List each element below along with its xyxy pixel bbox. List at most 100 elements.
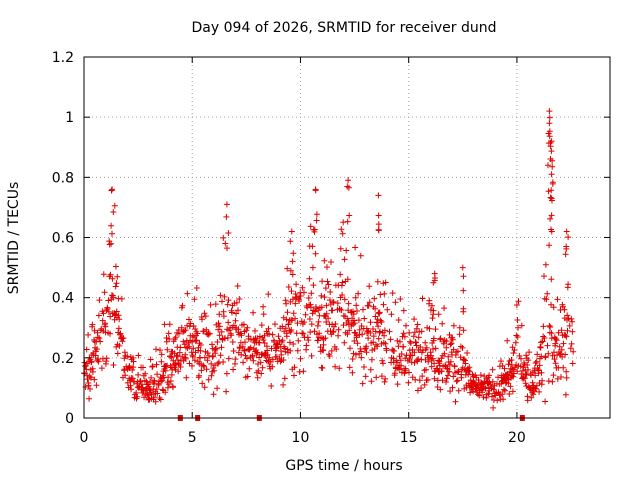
data-point xyxy=(186,343,193,350)
data-point xyxy=(184,290,191,297)
data-point xyxy=(288,288,295,295)
data-point xyxy=(529,379,536,386)
data-point xyxy=(569,360,576,367)
data-point xyxy=(275,333,282,340)
data-point xyxy=(189,338,196,345)
data-point xyxy=(419,373,426,380)
data-point xyxy=(335,332,342,339)
data-point xyxy=(329,329,336,336)
data-point xyxy=(526,349,533,356)
data-point xyxy=(341,296,348,303)
data-point xyxy=(333,346,340,353)
data-point xyxy=(265,291,272,298)
data-point xyxy=(192,326,199,332)
data-point xyxy=(284,265,291,272)
data-point xyxy=(266,354,273,361)
data-point xyxy=(219,298,225,305)
data-point xyxy=(547,215,554,222)
data-point xyxy=(443,379,449,385)
data-point xyxy=(288,228,295,235)
data-point xyxy=(216,311,223,318)
data-point xyxy=(181,341,188,348)
data-point xyxy=(361,364,367,370)
data-point xyxy=(489,366,496,373)
data-point xyxy=(134,393,141,400)
data-point xyxy=(228,332,235,339)
data-point xyxy=(343,247,350,254)
data-point xyxy=(554,375,561,382)
data-point xyxy=(547,194,554,201)
data-point xyxy=(424,376,431,383)
data-point xyxy=(112,311,119,318)
x-tick-label: 15 xyxy=(400,430,418,446)
data-point xyxy=(391,348,398,354)
data-point xyxy=(318,292,325,299)
data-point xyxy=(355,290,362,297)
data-point xyxy=(113,280,120,287)
data-point xyxy=(407,338,413,345)
data-point xyxy=(352,294,359,301)
data-point xyxy=(293,330,300,337)
data-point xyxy=(422,339,429,346)
data-point xyxy=(392,299,399,306)
data-point xyxy=(142,370,149,377)
data-point xyxy=(429,302,435,309)
data-point xyxy=(89,321,96,328)
data-point xyxy=(110,294,117,301)
data-point xyxy=(233,310,240,317)
data-point xyxy=(559,303,566,310)
data-point xyxy=(260,311,267,318)
data-point xyxy=(194,330,201,337)
data-point xyxy=(534,351,541,358)
data-point xyxy=(229,309,235,316)
data-point xyxy=(400,343,407,350)
data-point xyxy=(434,384,441,390)
data-point xyxy=(229,339,236,345)
data-point xyxy=(375,226,382,233)
data-point xyxy=(326,353,333,359)
data-point xyxy=(391,370,398,377)
data-point xyxy=(381,290,388,297)
data-point xyxy=(173,353,180,360)
data-point xyxy=(283,333,290,340)
data-point xyxy=(421,381,428,388)
data-point xyxy=(179,302,186,309)
data-point xyxy=(353,302,360,309)
data-point xyxy=(387,336,394,343)
data-point xyxy=(250,357,257,364)
data-point xyxy=(147,356,154,363)
data-point xyxy=(225,355,232,362)
data-point xyxy=(378,319,385,325)
data-point xyxy=(337,245,344,252)
data-point xyxy=(327,297,333,304)
data-point xyxy=(152,398,159,405)
data-point xyxy=(241,347,248,354)
plot-frame xyxy=(83,56,611,419)
data-point xyxy=(558,374,564,380)
data-point xyxy=(278,351,285,358)
data-point xyxy=(168,354,175,361)
data-point xyxy=(372,305,379,312)
data-point xyxy=(161,321,168,328)
data-point xyxy=(397,357,404,364)
data-point xyxy=(105,297,112,304)
data-point xyxy=(221,293,228,300)
data-point xyxy=(133,389,140,396)
data-point xyxy=(257,359,264,366)
data-point xyxy=(114,273,121,280)
data-point xyxy=(396,366,403,373)
data-point xyxy=(184,322,191,329)
data-point xyxy=(98,365,105,372)
data-point xyxy=(367,330,374,336)
data-point xyxy=(300,368,307,375)
data-point xyxy=(89,368,96,375)
data-point xyxy=(533,358,540,365)
data-point xyxy=(204,357,211,364)
data-point xyxy=(110,362,117,368)
data-point xyxy=(370,333,377,340)
data-point xyxy=(165,330,172,337)
data-point xyxy=(300,330,307,337)
data-point xyxy=(429,355,436,362)
data-point xyxy=(447,358,454,365)
data-point xyxy=(119,338,126,345)
